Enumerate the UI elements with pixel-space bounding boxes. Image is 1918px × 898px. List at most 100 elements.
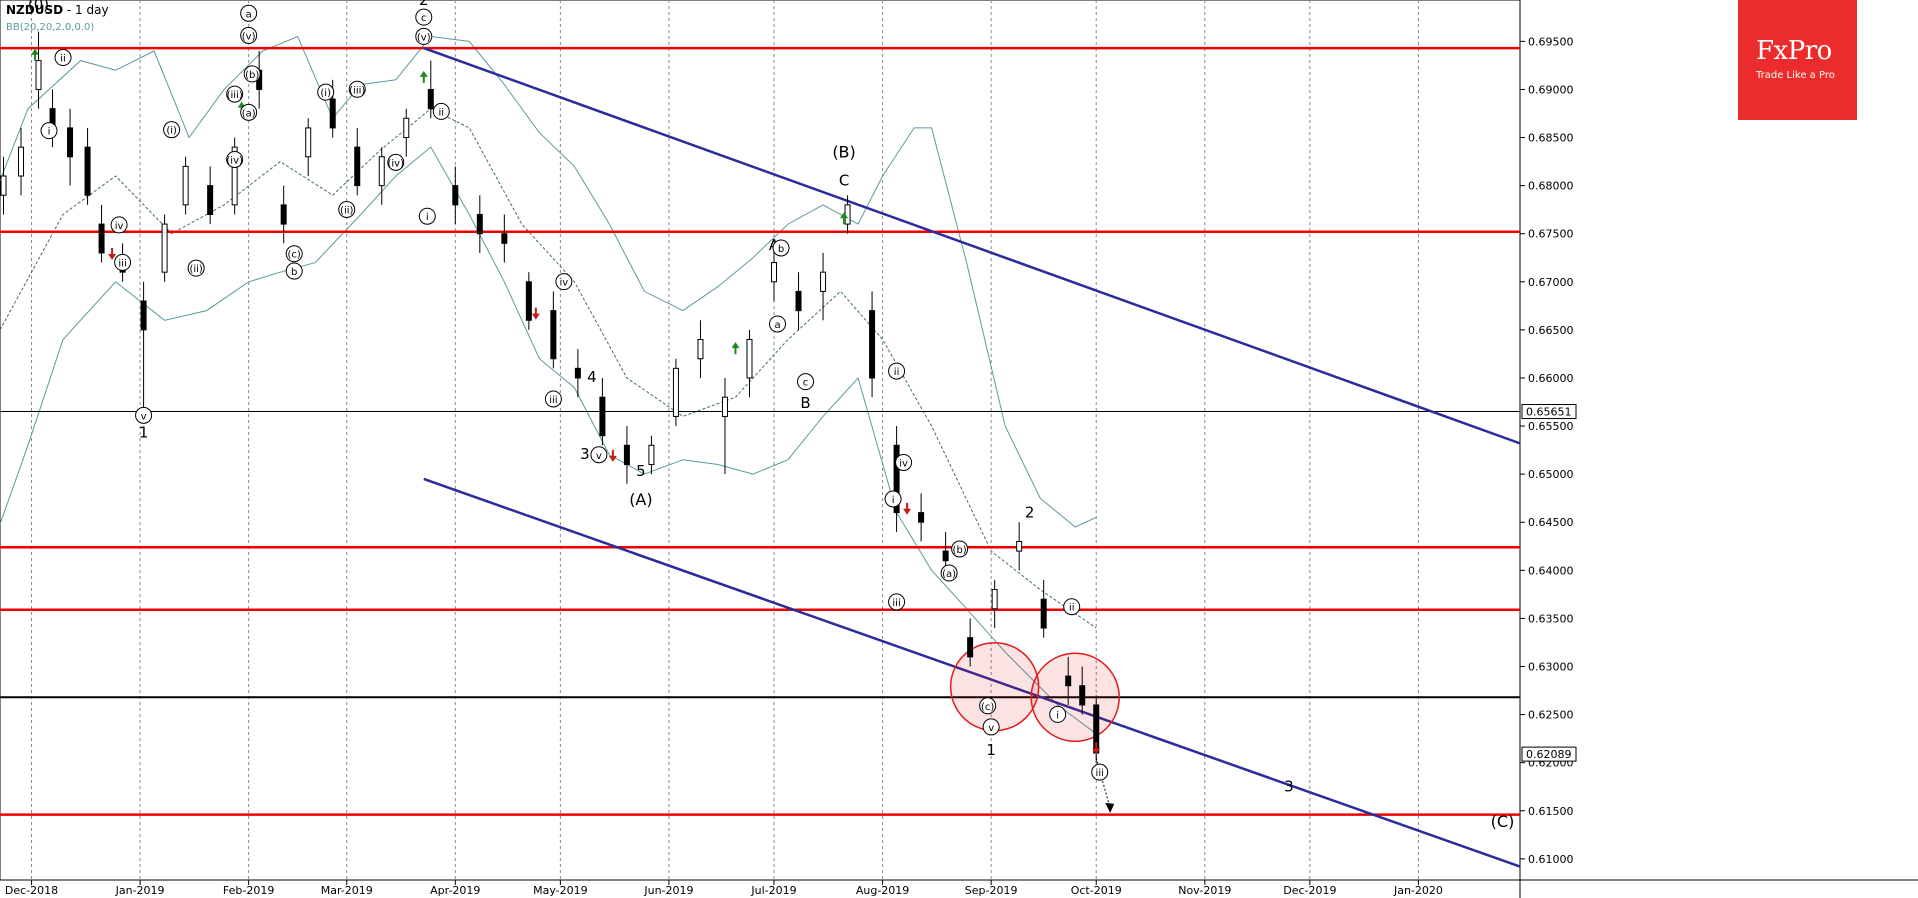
sub-wave-label: i [1049,705,1067,723]
sub-wave-label: (c) [979,697,997,715]
sub-wave-label: ii [888,362,906,380]
y-tick-label: 0.68000 [1528,180,1574,193]
candle-body [893,444,900,514]
sub-wave-label: iv [110,216,128,234]
x-tick-label: Oct-2019 [1071,884,1122,897]
candle-body [501,233,508,244]
y-tick-label: 0.62500 [1528,709,1574,722]
buy-arrow-icon [840,212,849,225]
logo-brand: FxPro [1756,36,1832,66]
candle-body [672,367,679,417]
y-tick-label: 0.68500 [1528,132,1574,145]
candle-body [35,60,42,90]
sub-wave-circle [240,4,258,22]
sub-wave-circle [54,49,72,67]
sub-wave-circle [135,406,153,424]
sub-wave-label: b [285,262,303,280]
candle-body [942,550,949,562]
sub-wave-label: (iv) [387,153,405,171]
candle-body [844,204,851,225]
candle-body [182,165,189,206]
candle-body [329,98,336,129]
candle-body [525,281,532,321]
sub-wave-text: (iii) [227,90,243,101]
sub-wave-label: iii [114,253,132,271]
candle-body [161,223,168,273]
candle-body [869,310,876,379]
sub-wave-text: c [803,378,809,389]
y-tick-label: 0.67500 [1528,228,1574,241]
sub-wave-circle [317,83,335,101]
sub-wave-circle [772,239,790,257]
y-tick-label: 0.63500 [1528,612,1574,625]
sub-wave-text: a [774,320,780,331]
wave-label: 5 [636,462,646,480]
sub-wave-text: (c) [981,702,994,713]
sub-wave-circle [240,103,258,121]
sub-wave-label: (a) [240,103,258,121]
candle-body [550,310,557,360]
indicator-label: BB(20,20,2.0,0.0) [6,22,95,33]
y-tick-label: 0.65000 [1528,468,1574,481]
sub-wave-label: (iii) [348,80,366,98]
wave-label: 3 [580,445,590,463]
candle-body [140,300,147,331]
sub-wave-label: (ii) [187,259,205,277]
wave-label: 4 [587,368,597,386]
channel-line [423,477,1521,868]
sub-wave-text: b [778,244,784,255]
candle-body [1016,540,1023,552]
sub-wave-text: b [291,267,297,278]
sub-wave-label: a [240,4,258,22]
sub-wave-circle [110,216,128,234]
candle-body [0,175,7,196]
sub-wave-text: (a) [242,108,256,119]
x-tick-label: Nov-2019 [1178,884,1231,897]
sub-wave-label: (v) [415,27,433,45]
x-tick-label: Mar-2019 [321,884,373,897]
y-tick-label: 0.65500 [1528,420,1574,433]
y-tick-label: 0.64500 [1528,516,1574,529]
sub-wave-text: c [421,13,427,24]
sub-wave-circle [187,259,205,277]
sub-wave-circle [544,390,562,408]
sub-wave-label: c [415,8,433,26]
candle-body [1079,685,1086,706]
sub-wave-text: a [246,9,252,20]
sub-wave-circle [555,273,573,291]
sub-wave-text: (ii) [340,206,353,217]
symbol-label: NZDUSD [6,3,64,17]
sub-wave-text: iii [892,598,900,609]
sub-wave-circle [226,85,244,103]
x-tick-label: Dec-2018 [5,884,58,897]
sell-arrow-icon [903,502,912,515]
sub-wave-circle [1063,598,1081,616]
sub-wave-text: ii [439,107,445,118]
sell-arrow-icon [108,247,117,260]
sub-wave-label: iv [895,453,913,471]
bb-lower-band [0,146,1097,735]
candle-body [18,146,25,177]
wave-label: (A) [629,490,652,509]
candle-body [1040,598,1047,629]
sub-wave-circle [418,207,436,225]
sub-wave-label: ii [432,102,450,120]
sub-wave-text: (v) [417,32,431,43]
sub-wave-text: (b) [953,545,967,556]
candle-body [403,117,410,139]
bb-middle-band [0,108,1097,629]
sub-wave-circle [797,373,815,391]
sub-wave-circle [348,80,366,98]
candle-body [98,223,105,254]
sell-arrow-icon [1092,742,1101,755]
candle-body [795,290,802,312]
sub-wave-circle [1049,705,1067,723]
candle-body [67,127,74,158]
sub-wave-circle [888,362,906,380]
sub-wave-circle [769,315,787,333]
x-tick-label: Dec-2019 [1283,884,1336,897]
chart-title: NZDUSD - 1 day [6,3,109,17]
sub-wave-circle [240,26,258,44]
sub-wave-circle [226,150,244,168]
